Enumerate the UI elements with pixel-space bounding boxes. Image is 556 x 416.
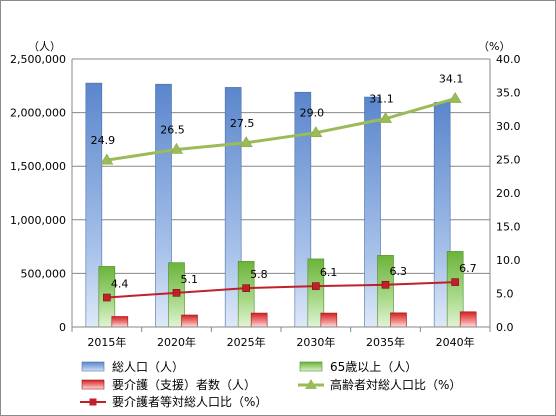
legend-label: 要介護（支援）者数（人）: [112, 377, 256, 392]
legend: 総人口（人） 65歳以上（人） 要介護（支援）者数（人） 高齢者対総人口比（%） 要介護…: [80, 360, 461, 409]
care-ratio-label: 6.7: [459, 262, 477, 275]
elderly-ratio-marker: [309, 126, 323, 137]
legend-label: 総人口（人）: [112, 360, 184, 374]
x-tick-label: 2015年: [87, 335, 126, 349]
right-tick-label: 20.0: [496, 187, 521, 200]
bar-care-needed: [111, 316, 129, 328]
left-tick-label: 0: [59, 321, 66, 334]
elderly-ratio-marker: [378, 112, 393, 123]
elderly-ratio-label: 24.9: [91, 134, 116, 147]
lines: [100, 91, 462, 302]
elderly-ratio-marker: [169, 142, 184, 154]
elderly-ratio-label: 34.1: [439, 73, 464, 86]
right-tick-label: 0.0: [496, 321, 514, 334]
right-tick-label: 15.0: [496, 221, 521, 234]
elderly-ratio-label: 26.5: [160, 123, 185, 136]
right-tick-label: 35.0: [496, 87, 521, 100]
bar-care-needed: [459, 311, 477, 328]
legend-label: 65歳以上（人）: [330, 360, 417, 374]
legend-marker: [305, 379, 317, 389]
care-ratio-marker: [103, 293, 111, 302]
care-ratio-label: 4.4: [111, 278, 129, 291]
care-ratio-marker: [451, 278, 459, 286]
legend-marker: [89, 398, 97, 406]
elderly-ratio-label: 29.0: [300, 107, 325, 120]
care-ratio-label: 6.3: [390, 265, 408, 278]
x-tick-label: 2020年: [157, 335, 196, 349]
bar-care-needed: [320, 312, 338, 328]
legend-swatch: [81, 361, 105, 372]
elderly-ratio-marker: [448, 91, 462, 103]
data-labels: 24.9 26.5 27.5 29.0 31.1 34.1 4.4 5.1 5.8 6.1 6.3 6…: [91, 73, 477, 291]
legend-swatch: [299, 361, 323, 372]
care-ratio-line: [106, 281, 456, 299]
elderly-ratio-marker: [100, 153, 114, 165]
care-ratio-marker: [381, 280, 390, 289]
left-axis-unit: （人）: [28, 40, 61, 53]
right-axis-unit: （%）: [478, 40, 510, 53]
bar-care-needed: [181, 314, 198, 328]
elderly-ratio-label: 27.5: [230, 117, 255, 130]
care-ratio-label: 5.1: [181, 273, 199, 286]
right-tick-label: 40.0: [496, 53, 521, 66]
x-tick-label: 2035年: [366, 335, 405, 349]
left-tick-label: 500,000: [21, 267, 67, 280]
elderly-ratio-label: 31.1: [369, 93, 394, 106]
legend-label: 高齢者対総人口比（%）: [330, 377, 461, 392]
right-tick-label: 25.0: [496, 154, 521, 167]
bars: [85, 82, 477, 328]
elderly-ratio-marker: [239, 136, 253, 148]
legend-swatch: [81, 379, 105, 390]
care-ratio-label: 6.1: [320, 266, 338, 279]
care-ratio-marker: [172, 289, 181, 297]
care-ratio-marker: [242, 284, 250, 292]
bar-care-needed: [390, 312, 407, 328]
left-tick-label: 1,500,000: [10, 160, 66, 173]
x-tick-label: 2030年: [296, 335, 335, 349]
left-tick-label: 2,000,000: [10, 107, 66, 120]
bar-care-needed: [250, 312, 268, 328]
elderly-ratio-line: [106, 97, 456, 162]
care-ratio-label: 5.8: [250, 268, 268, 281]
axes: 0 500,000 1,000,000 1,500,000 2,000,000 2,500…: [10, 53, 520, 349]
right-tick-label: 30.0: [496, 120, 521, 133]
right-tick-label: 10.0: [496, 254, 521, 267]
left-tick-label: 2,500,000: [10, 53, 66, 66]
left-tick-label: 1,000,000: [10, 214, 66, 227]
right-tick-label: 5.0: [496, 288, 514, 301]
legend-label: 要介護者等対総人口比（%）: [112, 394, 267, 409]
x-tick-label: 2025年: [227, 335, 266, 349]
care-ratio-marker: [312, 282, 320, 290]
x-tick-label: 2040年: [436, 335, 475, 349]
